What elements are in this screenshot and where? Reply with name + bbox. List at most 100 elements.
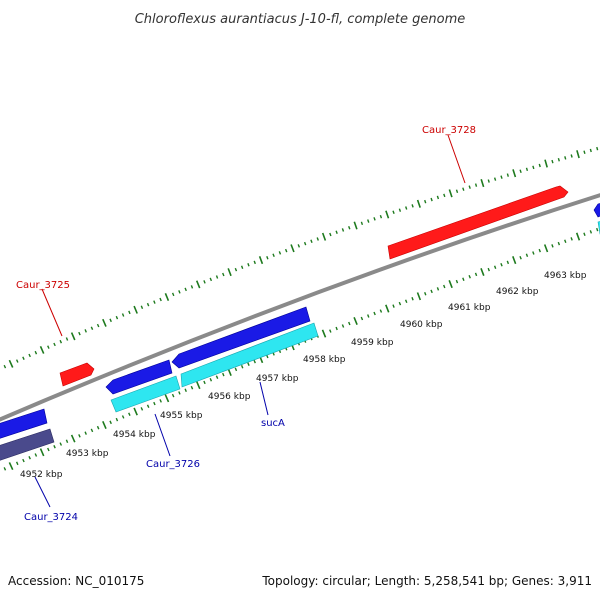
label-caur-3725[interactable]: Caur_3725	[16, 280, 70, 291]
outer-track-tick	[253, 260, 256, 265]
outer-track-tick	[341, 228, 345, 232]
outer-track-tick	[247, 263, 250, 267]
leader-caur-3725	[41, 288, 63, 337]
outer-track-tick	[258, 256, 264, 265]
outer-track-tick	[203, 280, 206, 284]
outer-track-tick	[15, 359, 19, 363]
outer-track-tick	[34, 350, 38, 355]
outer-track-tick	[121, 313, 125, 317]
map-title: Chloroflexus aurantiacus J-10-fl, comple…	[135, 12, 466, 27]
gene-blue-edge[interactable]	[593, 202, 600, 218]
outer-track-tick	[487, 179, 490, 183]
outer-track-tick	[583, 150, 586, 154]
outer-track-tick	[462, 187, 465, 191]
inner-track-tick	[121, 415, 125, 419]
gene-blue-1[interactable]	[0, 408, 48, 440]
inner-track-tick	[564, 239, 567, 243]
scale-label-4956: 4956 kbp	[208, 392, 251, 402]
inner-track-tick	[353, 316, 358, 326]
inner-track-tick	[164, 394, 170, 403]
inner-track-tick	[195, 381, 201, 390]
outer-track-tick	[47, 345, 50, 349]
outer-track-tick	[455, 189, 459, 194]
outer-track-tick	[329, 232, 332, 237]
outer-track-tick	[272, 253, 275, 258]
scale-label-4963: 4963 kbp	[544, 271, 587, 281]
outer-track-tick	[596, 146, 599, 151]
outer-track-tick	[436, 195, 440, 200]
outer-track-tick	[78, 331, 81, 336]
outer-track-tick	[22, 356, 25, 360]
gene-caur-3725[interactable]	[59, 362, 95, 387]
outer-track-tick	[373, 217, 376, 221]
topology-text: Topology: circular; Length: 5,258,541 bp…	[262, 574, 592, 588]
inner-track-tick	[215, 375, 219, 379]
inner-track-tick	[128, 412, 131, 416]
outer-track-tick	[443, 193, 446, 198]
inner-track-tick	[462, 277, 465, 281]
label-caur-3726[interactable]: Caur_3726	[146, 459, 200, 470]
scale-label-4958: 4958 kbp	[303, 355, 346, 365]
gene-cyan-1[interactable]	[110, 375, 181, 413]
outer-track-tick	[519, 169, 522, 174]
inner-track-tick	[266, 354, 269, 359]
outer-track-tick	[500, 175, 503, 179]
outer-track-tick	[570, 154, 573, 158]
outer-track-tick	[576, 150, 580, 159]
outer-track-tick	[321, 232, 327, 241]
inner-track-tick	[487, 267, 490, 272]
inner-track-tick	[532, 251, 535, 255]
inner-track-tick	[583, 232, 586, 236]
outer-track-tick	[385, 210, 390, 219]
inner-track-tick	[234, 367, 238, 372]
outer-track-tick	[379, 214, 383, 219]
inner-track-tick	[348, 321, 351, 326]
outer-track-tick	[234, 267, 238, 272]
label-caur-3728[interactable]: Caur_3728	[422, 125, 476, 136]
outer-track-tick	[493, 177, 497, 181]
scale-label-4955: 4955 kbp	[160, 411, 203, 421]
outer-track-tick	[266, 255, 269, 260]
outer-track-tick	[448, 189, 453, 198]
outer-track-tick	[468, 185, 471, 189]
outer-track-tick	[411, 204, 414, 208]
outer-track-tick	[532, 165, 535, 170]
inner-track-tick	[557, 241, 561, 246]
inner-track-tick	[519, 255, 522, 260]
gene-blue-3[interactable]	[171, 306, 311, 369]
inner-track-tick	[190, 385, 194, 390]
inner-track-tick	[360, 316, 364, 321]
gene-caur-3728[interactable]	[387, 185, 569, 260]
outer-track-tick	[184, 287, 187, 292]
inner-track-tick	[335, 326, 338, 331]
inner-track-tick	[171, 393, 175, 398]
outer-track-tick	[297, 244, 301, 248]
gene-blue-2[interactable]	[105, 359, 173, 395]
inner-track-tick	[392, 304, 395, 308]
label-suca[interactable]: sucA	[261, 418, 285, 429]
label-caur-3724[interactable]: Caur_3724	[24, 512, 78, 523]
inner-track-tick	[506, 260, 510, 265]
outer-track-tick	[70, 332, 76, 341]
genome-backbone	[0, 193, 600, 422]
gene-cyan-suca[interactable]	[180, 322, 319, 388]
outer-track-tick	[430, 197, 433, 202]
inner-track-tick	[53, 445, 56, 449]
gene-dark-1[interactable]	[0, 428, 55, 462]
outer-track-tick	[348, 225, 351, 230]
inner-track-tick	[3, 467, 7, 471]
inner-track-tick	[404, 299, 408, 303]
inner-track-tick	[253, 359, 256, 364]
outer-track-tick	[303, 241, 307, 246]
outer-track-tick	[159, 297, 162, 302]
scale-label-4954: 4954 kbp	[113, 430, 156, 440]
outer-track-tick	[215, 275, 219, 279]
inner-track-tick	[436, 287, 440, 291]
inner-track-tick	[90, 428, 94, 433]
inner-track-tick	[398, 301, 402, 306]
inner-track-tick	[65, 439, 69, 444]
outer-track-tick	[398, 208, 402, 212]
outer-track-tick	[178, 290, 181, 294]
outer-track-tick	[65, 337, 69, 341]
inner-track-tick	[575, 232, 581, 241]
